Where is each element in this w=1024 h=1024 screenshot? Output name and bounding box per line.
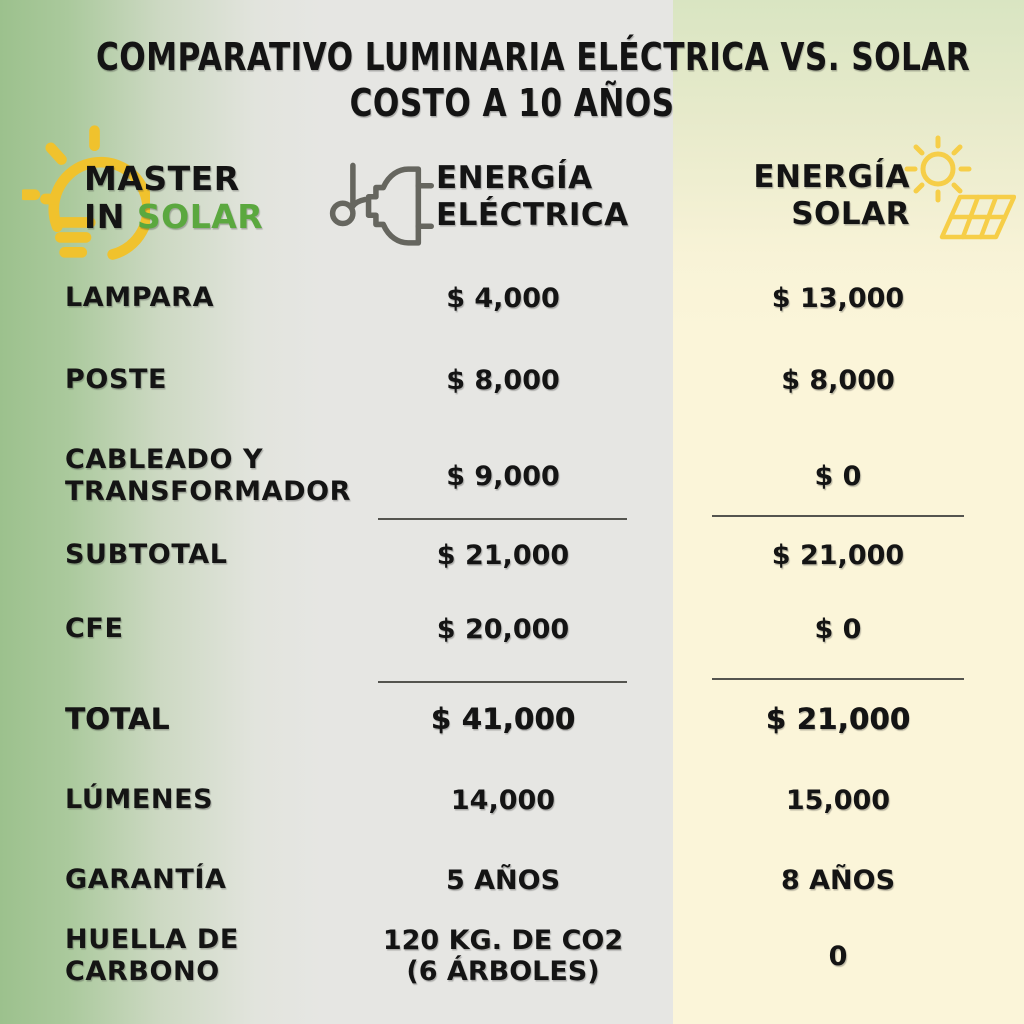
row-label: GARANTÍA (65, 864, 227, 895)
row-label: HUELLA DE CARBONO (65, 921, 360, 991)
table-row-lampara: LAMPARA $ 4,000 $ 13,000 (0, 278, 1024, 318)
row-label: CFE (65, 613, 124, 644)
total-divider-electric (378, 681, 627, 683)
solar-value: 8 AÑOS (780, 864, 896, 896)
column-header-electric: ENERGÍA ELÉCTRICA (328, 152, 658, 262)
electric-header-line-1: ENERGÍA (436, 160, 593, 196)
solar-value: $ 0 (814, 460, 862, 492)
electric-value-line-1: 120 KG. DE CO2 (382, 925, 624, 956)
solar-header-line-1: ENERGÍA (753, 159, 910, 195)
row-label-line-2: TRANSFORMADOR (65, 476, 352, 507)
solar-header-text: ENERGÍA SOLAR (690, 159, 910, 233)
table-row-poste: POSTE $ 8,000 $ 8,000 (0, 360, 1024, 400)
solar-value: $ 0 (814, 613, 862, 645)
electric-value: $ 4,000 (446, 282, 560, 314)
table-row-cfe: CFE $ 20,000 $ 0 (0, 609, 1024, 649)
column-header-solar: ENERGÍA SOLAR (690, 133, 1020, 253)
electric-value-line-2: (6 ÁRBOLES) (406, 956, 600, 987)
row-label: CABLEADO Y TRANSFORMADOR (65, 441, 360, 511)
solar-value: $ 8,000 (781, 364, 895, 396)
electric-header-text: ENERGÍA ELÉCTRICA (436, 160, 629, 234)
row-label: LÚMENES (65, 784, 214, 815)
solar-panel-icon (939, 194, 1016, 240)
title-line-2: COSTO A 10 AÑOS (349, 81, 675, 125)
logo-word-master: MASTER (84, 159, 240, 198)
electric-value: 14,000 (450, 784, 556, 816)
solar-value: 15,000 (785, 784, 891, 816)
electric-value: 5 AÑOS (445, 864, 561, 896)
solar-value: $ 13,000 (771, 282, 905, 314)
plug-icon (329, 162, 434, 246)
table-row-huella-carbono: HUELLA DE CARBONO 120 KG. DE CO2 (6 ÁRBO… (0, 921, 1024, 991)
sun-icon (904, 135, 972, 203)
row-label: SUBTOTAL (65, 539, 228, 570)
solar-value: $ 21,000 (771, 539, 905, 571)
subtotal-divider-solar (712, 515, 964, 517)
logo-sun-icon (22, 125, 150, 260)
solar-header-line-2: SOLAR (791, 196, 910, 232)
logo-text: MASTER IN SOLAR (84, 160, 263, 236)
brand-logo: MASTER IN SOLAR (22, 124, 263, 294)
background-electric-band (0, 0, 673, 1024)
table-row-lumenes: LÚMENES 14,000 15,000 (0, 780, 1024, 820)
row-label: TOTAL (65, 702, 170, 736)
logo-word-solar: SOLAR (136, 197, 264, 236)
solar-value: 0 (828, 940, 848, 972)
row-label-line-1: HUELLA DE (65, 924, 239, 955)
row-label: LAMPARA (65, 282, 215, 313)
row-label-line-2: CARBONO (65, 956, 220, 987)
table-row-cableado: CABLEADO Y TRANSFORMADOR $ 9,000 $ 0 (0, 441, 1024, 511)
subtotal-divider-electric (378, 518, 627, 520)
electric-value: $ 9,000 (446, 460, 560, 492)
page-title: COMPARATIVO LUMINARIA ELÉCTRICA VS. SOLA… (0, 34, 1024, 126)
electric-value: $ 8,000 (446, 364, 560, 396)
electric-value: $ 20,000 (436, 613, 570, 645)
electric-value: $ 41,000 (430, 701, 576, 736)
table-row-total: TOTAL $ 41,000 $ 21,000 (0, 699, 1024, 739)
electric-header-line-2: ELÉCTRICA (436, 197, 629, 233)
table-row-garantia: GARANTÍA 5 AÑOS 8 AÑOS (0, 860, 1024, 900)
solar-value: $ 21,000 (765, 701, 911, 736)
electric-value: $ 21,000 (436, 539, 570, 571)
row-label-line-1: CABLEADO Y (65, 444, 264, 475)
electric-value: 120 KG. DE CO2 (6 ÁRBOLES) (378, 921, 628, 991)
title-line-1: COMPARATIVO LUMINARIA ELÉCTRICA VS. SOLA… (95, 35, 971, 79)
table-row-subtotal: SUBTOTAL $ 21,000 $ 21,000 (0, 535, 1024, 575)
row-label: POSTE (65, 364, 168, 395)
total-divider-solar (712, 678, 964, 680)
logo-word-in: IN (84, 197, 125, 236)
